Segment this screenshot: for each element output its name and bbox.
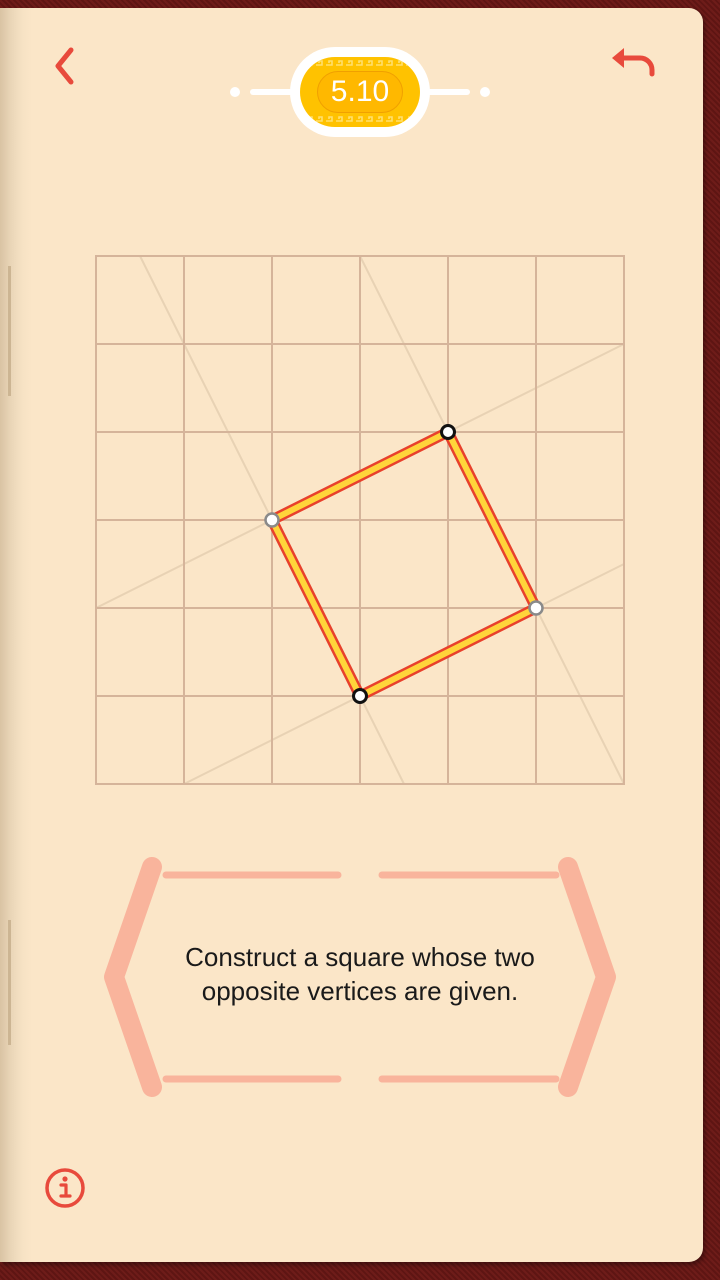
track-dot xyxy=(230,87,240,97)
bracket-frame-icon xyxy=(104,857,616,1097)
grid-lines xyxy=(95,255,625,785)
hint-line: Construct a square whose two xyxy=(185,942,535,972)
page-spine xyxy=(0,8,32,1262)
level-pill xyxy=(317,71,403,113)
chevron-left-icon xyxy=(55,47,74,85)
constructed-vertex-point xyxy=(528,600,544,616)
info-button[interactable] xyxy=(42,1165,88,1211)
undo-button[interactable] xyxy=(608,44,660,88)
constructed-square xyxy=(266,426,542,702)
spine-binding-line xyxy=(8,920,11,1045)
track-dot xyxy=(480,87,490,97)
track-line xyxy=(410,89,470,95)
level-badge: 5.10 xyxy=(290,47,430,137)
level-progress-track xyxy=(230,87,490,97)
info-circle-icon xyxy=(45,1168,85,1208)
constructed-vertex-point xyxy=(264,512,280,528)
level-number: 5.10 xyxy=(330,75,390,108)
meander-pattern-icon xyxy=(306,60,413,122)
hint-line: opposite vertices are given. xyxy=(201,976,519,1006)
grid-canvas xyxy=(95,255,625,785)
level-badge-medallion: 5.10 xyxy=(300,57,420,127)
given-vertex-point xyxy=(440,424,456,440)
track-line xyxy=(250,89,310,95)
undo-arrow-icon xyxy=(612,48,655,77)
spine-binding-line xyxy=(8,266,11,396)
given-vertex-point xyxy=(352,688,368,704)
back-button[interactable] xyxy=(44,40,88,92)
hint-frame xyxy=(100,855,620,1100)
hint-text: Construct a square whose two opposite ve… xyxy=(140,940,580,1008)
puzzle-board[interactable] xyxy=(94,254,626,786)
